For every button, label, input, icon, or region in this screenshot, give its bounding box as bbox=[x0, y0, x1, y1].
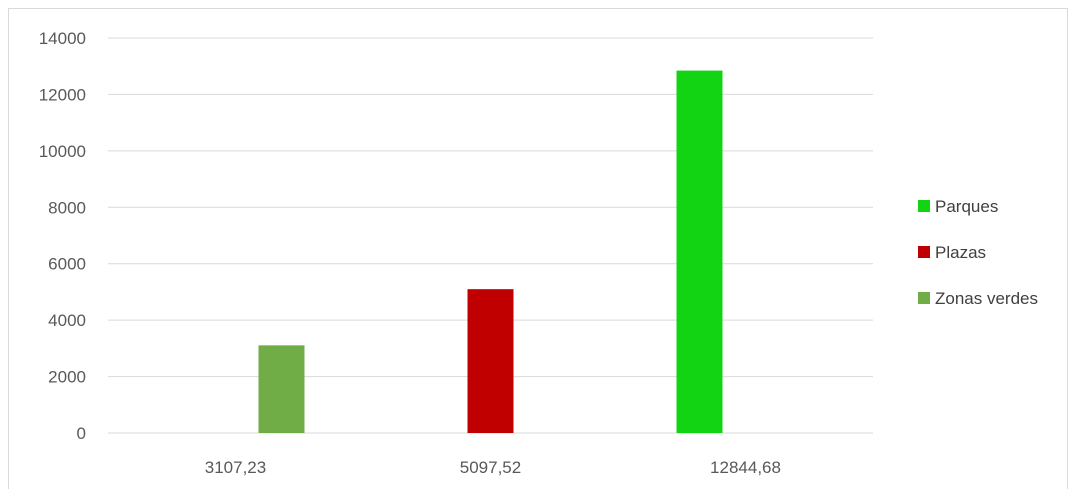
legend-label: Plazas bbox=[935, 243, 986, 262]
bar-parques bbox=[676, 70, 723, 433]
chart-frame bbox=[8, 8, 1068, 489]
y-tick-label: 4000 bbox=[48, 311, 86, 330]
x-tick-label: 12844,68 bbox=[710, 458, 781, 477]
x-tick-label: 3107,23 bbox=[205, 458, 266, 477]
y-tick-label: 8000 bbox=[48, 198, 86, 217]
legend: Parques Plazas Zonas verdes bbox=[918, 197, 1038, 308]
legend-label: Parques bbox=[935, 197, 998, 216]
y-tick-label: 6000 bbox=[48, 255, 86, 274]
bars bbox=[258, 70, 723, 433]
y-axis-ticks: 0 2000 4000 6000 8000 10000 12000 14000 bbox=[39, 29, 86, 443]
y-tick-label: 2000 bbox=[48, 368, 86, 387]
x-axis-ticks: 3107,23 5097,52 12844,68 bbox=[205, 458, 781, 477]
x-tick-label: 5097,52 bbox=[460, 458, 521, 477]
legend-swatch bbox=[918, 200, 930, 212]
legend-swatch bbox=[918, 292, 930, 304]
legend-swatch bbox=[918, 246, 930, 258]
y-tick-label: 10000 bbox=[39, 142, 86, 161]
bar-plazas bbox=[467, 289, 514, 433]
legend-label: Zonas verdes bbox=[935, 289, 1038, 308]
gridlines bbox=[108, 37, 873, 434]
y-tick-label: 14000 bbox=[39, 29, 86, 48]
bar-zonas-verdes bbox=[258, 345, 305, 433]
y-tick-label: 12000 bbox=[39, 85, 86, 104]
y-tick-label: 0 bbox=[77, 424, 86, 443]
